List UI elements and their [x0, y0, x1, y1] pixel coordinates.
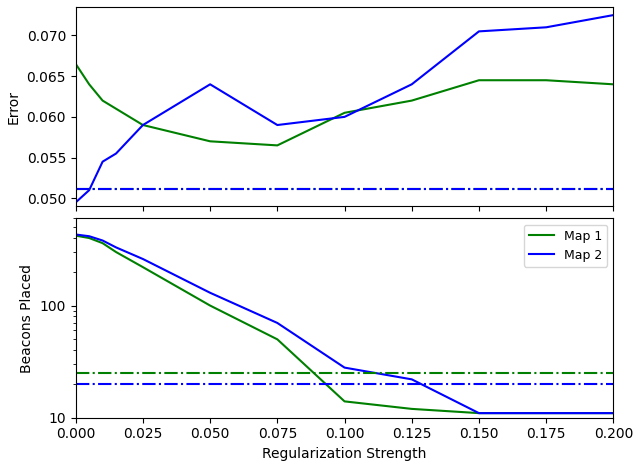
Map 2 — [273, 320, 281, 326]
Y-axis label: Error: Error — [7, 90, 21, 124]
Map 1 — [542, 410, 550, 416]
Map 1 — [408, 406, 415, 412]
Map 1 — [99, 241, 106, 246]
Map 2 — [139, 256, 147, 262]
Line: Map 2: Map 2 — [76, 234, 613, 413]
Map 2 — [408, 377, 415, 382]
Map 1 — [139, 264, 147, 270]
Line: Map 1: Map 1 — [76, 236, 613, 413]
Map 2 — [112, 245, 120, 250]
Map 1 — [72, 233, 79, 239]
Map 2 — [340, 365, 348, 370]
Map 2 — [85, 234, 93, 239]
Map 2 — [72, 232, 79, 237]
X-axis label: Regularization Strength: Regularization Strength — [262, 447, 427, 461]
Map 2 — [206, 290, 214, 296]
Map 1 — [273, 336, 281, 342]
Map 2 — [609, 410, 617, 416]
Legend: Map 1, Map 2: Map 1, Map 2 — [524, 225, 607, 267]
Map 1 — [475, 410, 483, 416]
Map 1 — [340, 399, 348, 404]
Map 2 — [475, 410, 483, 416]
Y-axis label: Beacons Placed: Beacons Placed — [20, 263, 34, 373]
Map 2 — [542, 410, 550, 416]
Map 1 — [609, 410, 617, 416]
Map 1 — [112, 249, 120, 255]
Map 1 — [206, 303, 214, 308]
Map 2 — [99, 238, 106, 243]
Map 1 — [85, 235, 93, 241]
